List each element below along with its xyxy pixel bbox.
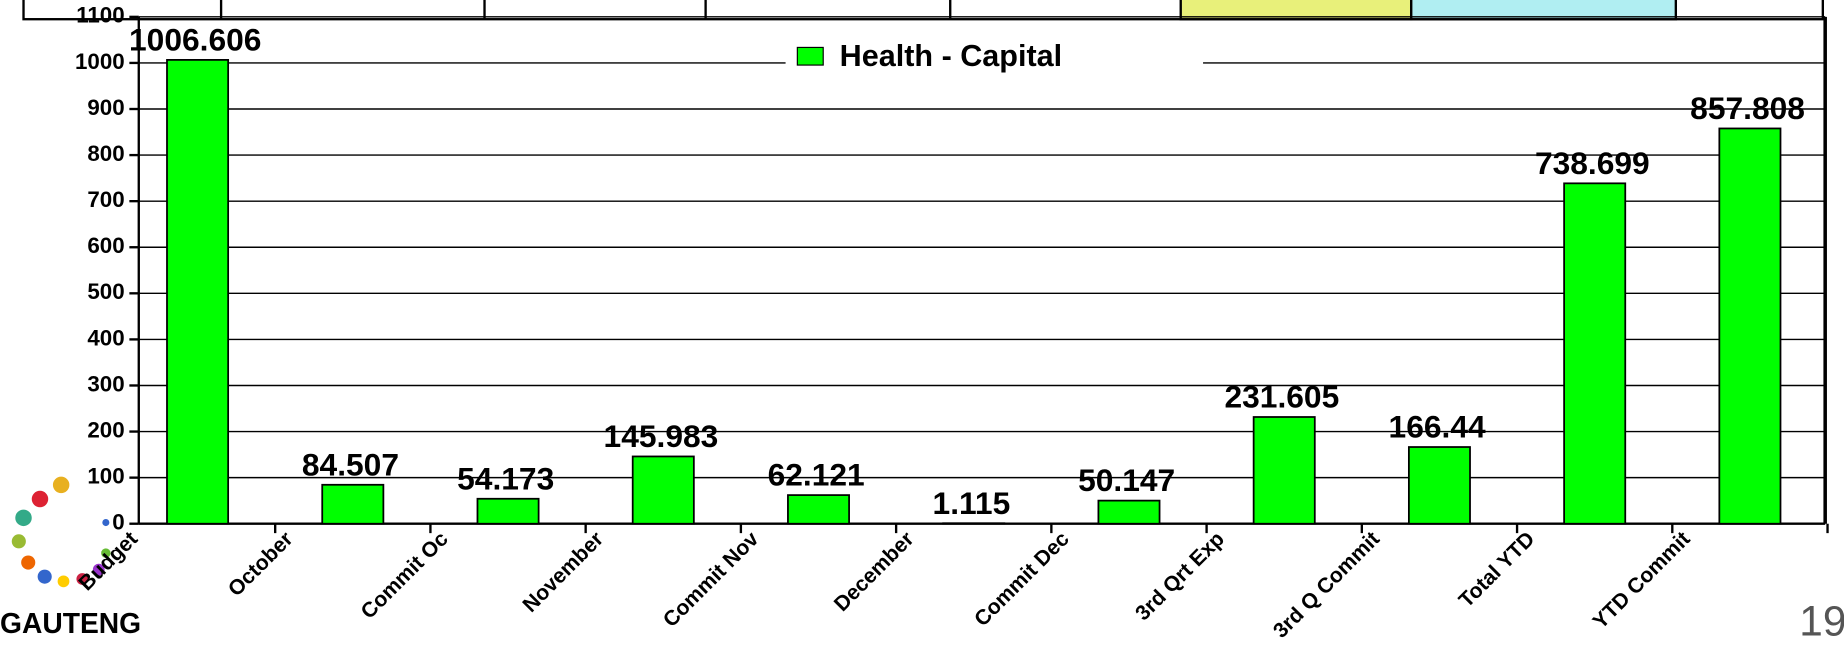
- legend-label: Health - Capital: [840, 39, 1062, 73]
- y-tick-label: 600: [87, 233, 124, 258]
- y-tick-label: 900: [87, 95, 124, 120]
- bar: [1252, 416, 1316, 525]
- top-table: [22, 0, 1825, 21]
- value-label: 231.605: [1224, 379, 1339, 415]
- y-tick-label: 500: [87, 279, 124, 304]
- table-cell: [1410, 0, 1678, 21]
- value-label: 857.808: [1690, 90, 1805, 126]
- y-tick-label: 700: [87, 187, 124, 212]
- value-label: 54.173: [457, 460, 554, 496]
- value-label: 50.147: [1078, 462, 1175, 498]
- x-tick-label: Commit Dec: [970, 527, 1074, 631]
- y-tick-label: 0: [112, 510, 124, 535]
- logo-text: GAUTENG: [0, 607, 141, 639]
- x-tick-label: Commit Nov: [659, 527, 764, 632]
- x-tick-label: Budget: [75, 527, 143, 595]
- x-tick-label: Total YTD: [1455, 527, 1540, 612]
- y-tick-label: 1000: [75, 49, 125, 74]
- x-tick-label: Commit Oc: [357, 527, 453, 623]
- legend-bg: [785, 38, 1204, 76]
- value-label: 738.699: [1535, 145, 1650, 181]
- x-tick-label: 3rd Qrt Exp: [1131, 527, 1229, 625]
- bar: [631, 455, 695, 525]
- x-tick-label: 3rd Q Commit: [1269, 527, 1384, 642]
- y-tick-label: 200: [87, 417, 124, 442]
- bar: [787, 494, 850, 525]
- logo: GAUTENG: [0, 476, 141, 639]
- x-tick-label: YTD Commit: [1589, 527, 1695, 633]
- page-number: 19: [1799, 597, 1844, 644]
- bar: [1718, 127, 1782, 525]
- value-label: 84.507: [302, 446, 399, 482]
- y-tick-label: 400: [87, 325, 124, 350]
- legend-swatch: [796, 46, 824, 66]
- value-label: 145.983: [604, 418, 719, 454]
- value-label: 166.44: [1389, 409, 1486, 445]
- y-tick-label: 800: [87, 141, 124, 166]
- bar: [166, 59, 230, 525]
- x-tick-label: December: [830, 527, 919, 616]
- bar: [942, 522, 1006, 525]
- value-label: 62.121: [768, 457, 865, 493]
- y-tick-label: 100: [87, 464, 124, 489]
- y-tick-label: 1100: [76, 3, 124, 28]
- x-tick-label: November: [519, 527, 608, 616]
- x-tick-label: October: [224, 527, 298, 601]
- bar: [1407, 446, 1471, 525]
- bar: [1563, 182, 1627, 525]
- bar: [1097, 499, 1161, 525]
- value-label: 1006.606: [129, 21, 261, 57]
- value-label: 1.115: [933, 485, 1011, 521]
- y-tick-label: 300: [87, 371, 124, 396]
- bar: [476, 497, 540, 525]
- bar: [321, 483, 385, 525]
